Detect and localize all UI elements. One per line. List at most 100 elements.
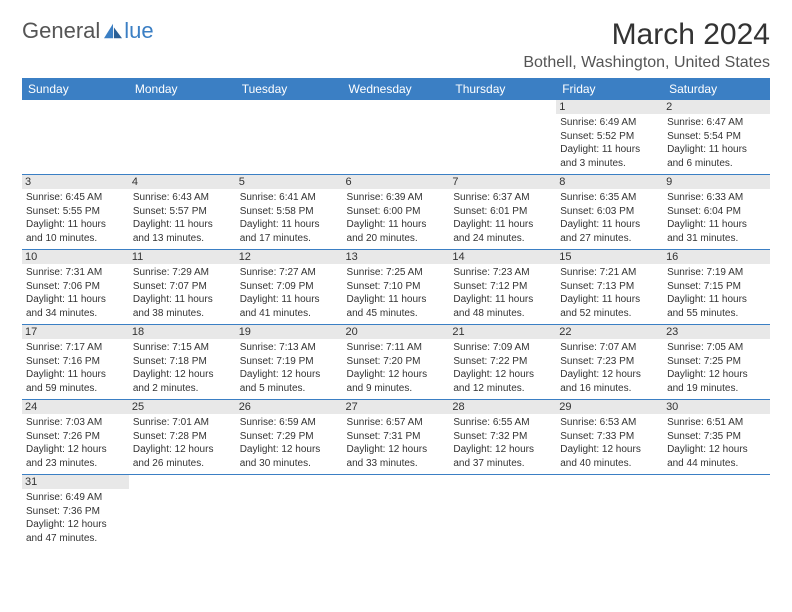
title-block: March 2024 Bothell, Washington, United S…: [523, 18, 770, 72]
weekday-header: Thursday: [449, 78, 556, 100]
day-cell: 6 Sunrise: 6:39 AMSunset: 6:00 PMDaylight…: [343, 175, 450, 250]
weekday-header: Wednesday: [343, 78, 450, 100]
day-cell: 19 Sunrise: 7:13 AMSunset: 7:19 PMDayligh…: [236, 325, 343, 400]
day-info: Sunrise: 7:27 AMSunset: 7:09 PMDaylight:…: [240, 266, 339, 320]
day-number: 31: [22, 475, 129, 489]
day-number: 1: [556, 100, 663, 114]
calendar-row: 1Sunrise: 6:49 AMSunset: 5:52 PMDaylight…: [22, 100, 770, 175]
empty-cell: [22, 100, 129, 175]
day-info: Sunrise: 6:55 AMSunset: 7:32 PMDaylight:…: [453, 416, 552, 470]
location: Bothell, Washington, United States: [523, 54, 770, 72]
day-info: Sunrise: 7:07 AMSunset: 7:23 PMDaylight:…: [560, 341, 659, 395]
day-number: 19: [236, 325, 343, 339]
calendar-row: 10Sunrise: 7:31 AMSunset: 7:06 PMDayligh…: [22, 250, 770, 325]
day-number: 24: [22, 400, 129, 414]
day-info: Sunrise: 7:21 AMSunset: 7:13 PMDaylight:…: [560, 266, 659, 320]
empty-cell: [449, 100, 556, 175]
day-number: 9: [663, 175, 770, 189]
day-number: 7: [449, 175, 556, 189]
day-number: 15: [556, 250, 663, 264]
day-info: Sunrise: 6:47 AMSunset: 5:54 PMDaylight:…: [667, 116, 766, 170]
empty-cell: [236, 100, 343, 175]
empty-cell: [343, 100, 450, 175]
weekday-header: Monday: [129, 78, 236, 100]
day-cell: 20 Sunrise: 7:11 AMSunset: 7:20 PMDayligh…: [343, 325, 450, 400]
calendar-table: SundayMondayTuesdayWednesdayThursdayFrid…: [22, 78, 770, 549]
empty-cell: [236, 475, 343, 550]
day-number: 20: [343, 325, 450, 339]
day-info: Sunrise: 6:37 AMSunset: 6:01 PMDaylight:…: [453, 191, 552, 245]
weekday-header: Friday: [556, 78, 663, 100]
empty-cell: [343, 475, 450, 550]
day-cell: 28Sunrise: 6:55 AMSunset: 7:32 PMDayligh…: [449, 400, 556, 475]
day-number: 23: [663, 325, 770, 339]
day-number: 14: [449, 250, 556, 264]
day-info: Sunrise: 7:17 AMSunset: 7:16 PMDaylight:…: [26, 341, 125, 395]
day-number: 6: [343, 175, 450, 189]
day-cell: 8Sunrise: 6:35 AMSunset: 6:03 PMDaylight…: [556, 175, 663, 250]
day-cell: 25 Sunrise: 7:01 AMSunset: 7:28 PMDayligh…: [129, 400, 236, 475]
day-info: Sunrise: 6:43 AMSunset: 5:57 PMDaylight:…: [133, 191, 232, 245]
day-number: 12: [236, 250, 343, 264]
day-cell: 22Sunrise: 7:07 AMSunset: 7:23 PMDayligh…: [556, 325, 663, 400]
day-cell: 13 Sunrise: 7:25 AMSunset: 7:10 PMDayligh…: [343, 250, 450, 325]
day-cell: 31 Sunrise: 6:49 AMSunset: 7:36 PMDayligh…: [22, 475, 129, 550]
day-info: Sunrise: 7:09 AMSunset: 7:22 PMDaylight:…: [453, 341, 552, 395]
day-info: Sunrise: 6:45 AMSunset: 5:55 PMDaylight:…: [26, 191, 125, 245]
day-number: 21: [449, 325, 556, 339]
day-info: Sunrise: 6:53 AMSunset: 7:33 PMDaylight:…: [560, 416, 659, 470]
day-cell: 16Sunrise: 7:19 AMSunset: 7:15 PMDayligh…: [663, 250, 770, 325]
day-cell: 18 Sunrise: 7:15 AMSunset: 7:18 PMDayligh…: [129, 325, 236, 400]
day-number: 25: [129, 400, 236, 414]
day-number: 5: [236, 175, 343, 189]
day-number: 2: [663, 100, 770, 114]
day-cell: 29Sunrise: 6:53 AMSunset: 7:33 PMDayligh…: [556, 400, 663, 475]
logo-text-general: General: [22, 18, 100, 44]
weekday-header: Saturday: [663, 78, 770, 100]
day-info: Sunrise: 6:57 AMSunset: 7:31 PMDaylight:…: [347, 416, 446, 470]
month-title: March 2024: [523, 18, 770, 52]
day-cell: 15 Sunrise: 7:21 AMSunset: 7:13 PMDayligh…: [556, 250, 663, 325]
day-cell: 26Sunrise: 6:59 AMSunset: 7:29 PMDayligh…: [236, 400, 343, 475]
calendar-row: 17 Sunrise: 7:17 AMSunset: 7:16 PMDayligh…: [22, 325, 770, 400]
day-number: 13: [343, 250, 450, 264]
day-info: Sunrise: 7:13 AMSunset: 7:19 PMDaylight:…: [240, 341, 339, 395]
day-info: Sunrise: 7:05 AMSunset: 7:25 PMDaylight:…: [667, 341, 766, 395]
day-cell: 2 Sunrise: 6:47 AMSunset: 5:54 PMDaylight…: [663, 100, 770, 175]
day-number: 18: [129, 325, 236, 339]
day-info: Sunrise: 6:39 AMSunset: 6:00 PMDaylight:…: [347, 191, 446, 245]
day-info: Sunrise: 6:51 AMSunset: 7:35 PMDaylight:…: [667, 416, 766, 470]
calendar-body: 1Sunrise: 6:49 AMSunset: 5:52 PMDaylight…: [22, 100, 770, 549]
calendar-row: 31 Sunrise: 6:49 AMSunset: 7:36 PMDayligh…: [22, 475, 770, 550]
day-info: Sunrise: 7:03 AMSunset: 7:26 PMDaylight:…: [26, 416, 125, 470]
day-cell: 14Sunrise: 7:23 AMSunset: 7:12 PMDayligh…: [449, 250, 556, 325]
day-cell: 12 Sunrise: 7:27 AMSunset: 7:09 PMDayligh…: [236, 250, 343, 325]
day-cell: 11Sunrise: 7:29 AMSunset: 7:07 PMDayligh…: [129, 250, 236, 325]
day-info: Sunrise: 7:01 AMSunset: 7:28 PMDaylight:…: [133, 416, 232, 470]
day-number: 16: [663, 250, 770, 264]
logo-text-blue: lue: [124, 18, 153, 44]
day-number: 17: [22, 325, 129, 339]
day-info: Sunrise: 7:31 AMSunset: 7:06 PMDaylight:…: [26, 266, 125, 320]
day-info: Sunrise: 7:15 AMSunset: 7:18 PMDaylight:…: [133, 341, 232, 395]
empty-cell: [449, 475, 556, 550]
day-number: 11: [129, 250, 236, 264]
day-cell: 30Sunrise: 6:51 AMSunset: 7:35 PMDayligh…: [663, 400, 770, 475]
day-cell: 7 Sunrise: 6:37 AMSunset: 6:01 PMDaylight…: [449, 175, 556, 250]
empty-cell: [129, 475, 236, 550]
weekday-header-row: SundayMondayTuesdayWednesdayThursdayFrid…: [22, 78, 770, 100]
day-cell: 4Sunrise: 6:43 AMSunset: 5:57 PMDaylight…: [129, 175, 236, 250]
header: General lue March 2024 Bothell, Washingt…: [22, 18, 770, 72]
calendar-row: 24 Sunrise: 7:03 AMSunset: 7:26 PMDayligh…: [22, 400, 770, 475]
day-cell: 9Sunrise: 6:33 AMSunset: 6:04 PMDaylight…: [663, 175, 770, 250]
sail-icon: [102, 22, 124, 40]
day-info: Sunrise: 6:49 AMSunset: 7:36 PMDaylight:…: [26, 491, 125, 545]
day-cell: 3 Sunrise: 6:45 AMSunset: 5:55 PMDaylight…: [22, 175, 129, 250]
day-info: Sunrise: 6:35 AMSunset: 6:03 PMDaylight:…: [560, 191, 659, 245]
day-info: Sunrise: 7:11 AMSunset: 7:20 PMDaylight:…: [347, 341, 446, 395]
weekday-header: Sunday: [22, 78, 129, 100]
calendar-row: 3 Sunrise: 6:45 AMSunset: 5:55 PMDaylight…: [22, 175, 770, 250]
day-info: Sunrise: 7:25 AMSunset: 7:10 PMDaylight:…: [347, 266, 446, 320]
day-number: 3: [22, 175, 129, 189]
day-cell: 17 Sunrise: 7:17 AMSunset: 7:16 PMDayligh…: [22, 325, 129, 400]
